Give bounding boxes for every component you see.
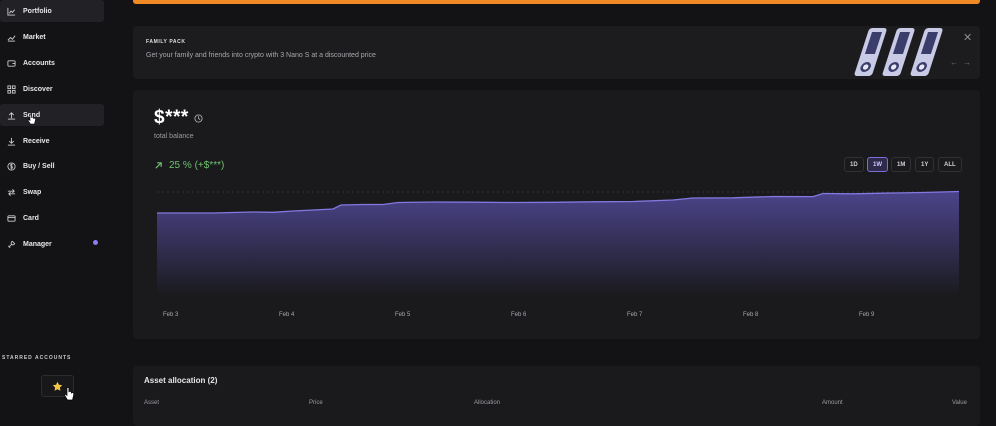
wallet-icon bbox=[6, 58, 16, 68]
column-header-price[interactable]: Price bbox=[309, 400, 323, 406]
sidebar-item-label: Send bbox=[23, 111, 41, 119]
notification-dot bbox=[93, 240, 98, 245]
column-header-asset[interactable]: Asset bbox=[144, 400, 160, 406]
balance-change-text: 25 % (+$***) bbox=[169, 160, 225, 171]
sidebar-item-discover[interactable]: Discover bbox=[0, 78, 104, 100]
sidebar-item-send[interactable]: Send bbox=[0, 104, 104, 126]
banner-title: FAMILY PACK bbox=[146, 39, 186, 45]
chart-line-icon bbox=[6, 6, 16, 16]
x-tick-label: Feb 3 bbox=[163, 312, 179, 318]
promo-banner: FAMILY PACK Get your family and friends … bbox=[133, 26, 980, 79]
sidebar-item-label: Swap bbox=[23, 188, 42, 196]
x-tick-label: Feb 6 bbox=[511, 312, 527, 318]
range-1y-button[interactable]: 1Y bbox=[915, 157, 935, 172]
sidebar-item-label: Card bbox=[23, 214, 39, 222]
grid-icon bbox=[6, 84, 16, 94]
dollar-icon bbox=[6, 161, 16, 171]
sidebar-item-accounts[interactable]: Accounts bbox=[0, 52, 104, 74]
manager-icon bbox=[6, 239, 16, 249]
column-header-allocation[interactable]: Allocation bbox=[474, 400, 501, 406]
asset-allocation-card: Asset allocation (2) Asset Price Allocat… bbox=[133, 366, 980, 426]
sidebar-item-label: Buy / Sell bbox=[23, 162, 55, 170]
arrow-down-icon bbox=[6, 136, 16, 146]
sidebar-item-market[interactable]: Market bbox=[0, 26, 104, 48]
starred-accounts-placeholder bbox=[41, 375, 74, 397]
banner-prev-arrow-icon[interactable]: ← bbox=[950, 58, 958, 67]
banner-next-arrow-icon[interactable]: → bbox=[963, 58, 971, 67]
sidebar-item-label: Manager bbox=[23, 240, 52, 248]
x-tick-label: Feb 8 bbox=[743, 312, 759, 318]
sidebar-item-label: Portfolio bbox=[23, 7, 52, 15]
trend-icon bbox=[6, 32, 16, 42]
column-header-amount[interactable]: Amount bbox=[822, 400, 843, 406]
sidebar-item-portfolio[interactable]: Portfolio bbox=[0, 0, 104, 22]
swap-icon bbox=[6, 187, 16, 197]
total-balance-value: $*** bbox=[154, 107, 189, 128]
sidebar: Portfolio Market Accounts Discover Send … bbox=[0, 0, 112, 413]
top-promo-bar bbox=[133, 0, 980, 4]
sidebar-item-swap[interactable]: Swap bbox=[0, 181, 104, 203]
balance-area-chart bbox=[157, 190, 960, 295]
sidebar-item-card[interactable]: Card bbox=[0, 207, 104, 229]
range-1w-button[interactable]: 1W bbox=[867, 157, 888, 172]
sidebar-item-receive[interactable]: Receive bbox=[0, 130, 104, 152]
balance-card: $*** total balance 25 % (+$***) 1D 1W 1M… bbox=[133, 90, 980, 339]
sidebar-item-label: Accounts bbox=[23, 59, 55, 67]
x-tick-label: Feb 4 bbox=[279, 312, 295, 318]
column-header-value[interactable]: Value bbox=[952, 400, 967, 406]
sidebar-item-label: Receive bbox=[23, 137, 50, 145]
total-balance-label: total balance bbox=[154, 133, 194, 140]
sidebar-item-label: Discover bbox=[23, 85, 53, 93]
close-icon[interactable]: ✕ bbox=[963, 32, 973, 44]
starred-accounts-title: STARRED ACCOUNTS bbox=[2, 355, 72, 361]
asset-allocation-title: Asset allocation (2) bbox=[144, 376, 218, 385]
range-1d-button[interactable]: 1D bbox=[844, 157, 864, 172]
range-all-button[interactable]: ALL bbox=[938, 157, 962, 172]
clock-icon[interactable] bbox=[194, 114, 203, 123]
x-tick-label: Feb 9 bbox=[859, 312, 875, 318]
x-tick-label: Feb 7 bbox=[627, 312, 643, 318]
star-icon bbox=[52, 381, 63, 391]
chart-line bbox=[157, 190, 960, 214]
sidebar-item-label: Market bbox=[23, 33, 46, 41]
range-1m-button[interactable]: 1M bbox=[891, 157, 912, 172]
card-icon bbox=[6, 213, 16, 223]
balance-change: 25 % (+$***) bbox=[154, 160, 224, 171]
sidebar-item-manager[interactable]: Manager bbox=[0, 233, 104, 255]
arrow-up-right-icon bbox=[155, 162, 162, 169]
sidebar-item-buy-sell[interactable]: Buy / Sell bbox=[0, 155, 104, 177]
nano-devices-illustration bbox=[854, 28, 943, 76]
banner-description: Get your family and friends into crypto … bbox=[146, 52, 376, 59]
x-tick-label: Feb 5 bbox=[395, 312, 411, 318]
arrow-up-icon bbox=[6, 110, 16, 120]
chart-area-fill bbox=[157, 191, 959, 295]
